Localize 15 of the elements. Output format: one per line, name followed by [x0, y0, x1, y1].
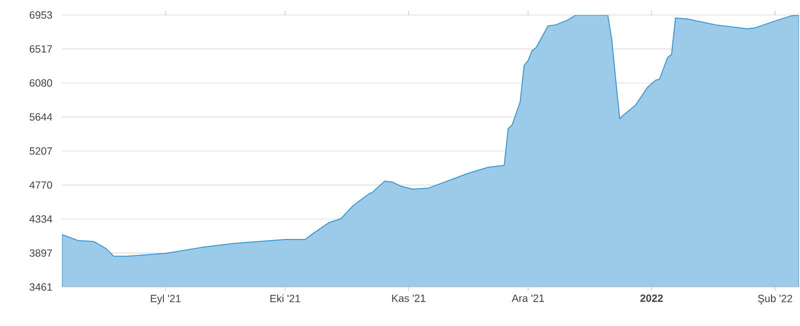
- x-tick-label: Kas '21: [392, 294, 426, 302]
- y-tick-label: 4770: [29, 181, 52, 189]
- x-tick-label: Ara '21: [512, 294, 544, 302]
- y-tick-label: 6080: [30, 79, 52, 87]
- x-tick-label: Eyl '21: [150, 294, 181, 304]
- y-tick-label: 6953: [30, 11, 52, 19]
- y-tick-label: 5207: [30, 147, 52, 155]
- y-tick-label: 6517: [30, 45, 52, 53]
- y-tick-label: 3461: [30, 283, 52, 291]
- x-tick-label: Şub '22: [758, 294, 792, 304]
- x-tick-label: Eki '21: [270, 294, 300, 302]
- y-tick-label: 4334: [29, 215, 52, 223]
- x-tick-label: 2022: [640, 294, 663, 302]
- y-tick-label: 5644: [30, 113, 52, 121]
- y-tick-label: 3897: [30, 249, 52, 257]
